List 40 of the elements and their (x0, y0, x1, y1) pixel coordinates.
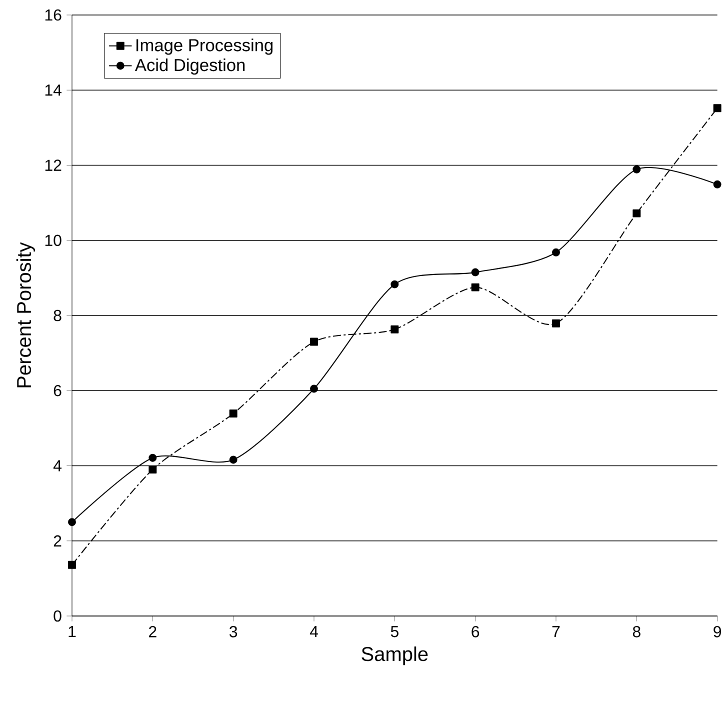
x-tick-label: 8 (632, 626, 640, 638)
legend-label: Acid Digestion (134, 58, 245, 75)
point (68, 560, 76, 569)
x-tick-label: 5 (390, 626, 398, 638)
point (471, 268, 480, 276)
point (632, 165, 641, 174)
legend-label: Image Processing (136, 38, 272, 55)
y-tick-label: 4 (53, 460, 62, 472)
x-tick-label: 6 (472, 626, 480, 638)
y-tick-label: 10 (45, 234, 62, 246)
y-tick-label: 8 (54, 310, 62, 322)
y-tick-label: 0 (54, 610, 62, 622)
point (713, 180, 722, 188)
point (68, 518, 76, 526)
point (390, 325, 399, 334)
y-axis-title: Percent Porosity (16, 242, 36, 388)
point (471, 283, 480, 292)
point (713, 104, 722, 112)
y-tick-label: 2 (54, 535, 62, 546)
point (552, 319, 560, 328)
y-tick-label: 16 (45, 9, 62, 21)
x-tick-label: 3 (229, 626, 238, 638)
point (632, 209, 641, 218)
point (229, 456, 238, 464)
y-tick-label: 12 (45, 160, 62, 171)
point (229, 410, 238, 418)
point (310, 384, 318, 393)
point (390, 280, 399, 288)
point (310, 338, 318, 346)
x-tick-label: 9 (714, 626, 722, 638)
x-tick-label: 4 (310, 626, 318, 638)
y-tick-label: 14 (45, 84, 62, 96)
x-axis-title: Sample (362, 646, 428, 666)
y-tick-label: 6 (54, 384, 62, 396)
x-tick-label: 2 (149, 626, 156, 638)
x-tick-label: 7 (552, 626, 560, 638)
point (552, 248, 560, 256)
point (148, 454, 157, 462)
x-tick-label: 1 (68, 626, 76, 638)
point (148, 466, 157, 474)
